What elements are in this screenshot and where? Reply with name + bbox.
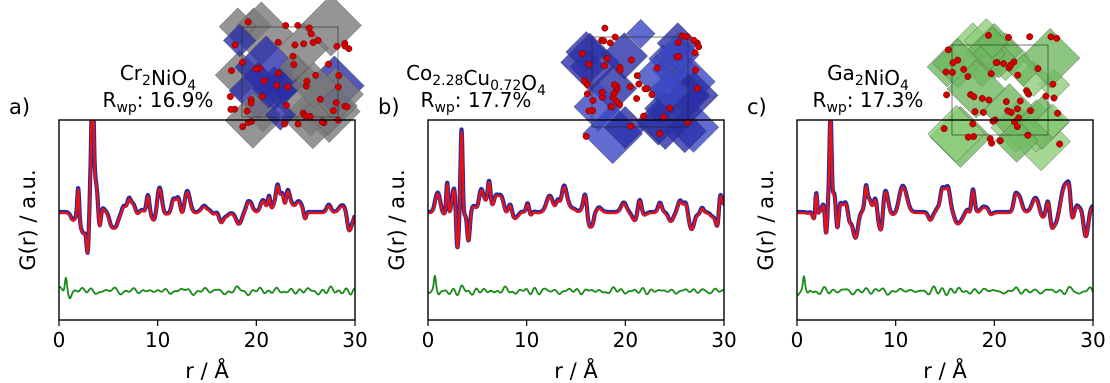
- x-axis-label: r / Å: [185, 357, 229, 383]
- x-tick-label: 10: [145, 328, 170, 352]
- rwp-value: Rwp: 17.3%: [813, 88, 924, 116]
- x-tick-label: 30: [711, 328, 736, 352]
- compound-formula: Ga2NiO4: [827, 61, 909, 94]
- series-difference-line: [428, 274, 724, 297]
- panel-label: c): [747, 95, 767, 119]
- x-tick-label: 20: [613, 328, 638, 352]
- x-tick-label: 10: [883, 328, 908, 352]
- y-axis-label: G(r) / a.u.: [385, 169, 409, 270]
- x-tick-label: 30: [342, 328, 367, 352]
- structure-inset: [926, 18, 1081, 172]
- series-fit-line: [797, 120, 1093, 240]
- structure-inset: [560, 18, 720, 165]
- x-axis-label: r / Å: [554, 357, 598, 383]
- panel-label: a): [9, 95, 30, 119]
- panel-2: 0 10 20 30 r / Å G(r) / a.u. b)Co2.28Cu0.72O4R…: [378, 18, 737, 383]
- axes-frame: [796, 119, 1094, 321]
- panel-label: b): [378, 95, 400, 119]
- x-tick-label: 20: [244, 328, 269, 352]
- rwp-value: Rwp: 16.9%: [103, 88, 214, 116]
- x-tick-label: 0: [791, 328, 804, 352]
- x-tick-label: 10: [514, 328, 539, 352]
- x-axis-label: r / Å: [923, 357, 967, 383]
- rwp-value: Rwp: 17.7%: [421, 88, 532, 116]
- x-tick-label: 30: [1080, 328, 1105, 352]
- compound-formula: Cr2NiO4: [120, 61, 196, 94]
- y-axis-label: G(r) / a.u.: [754, 169, 778, 270]
- x-tick-label: 0: [422, 328, 435, 352]
- axes-frame: [427, 119, 725, 321]
- axes-frame: [58, 119, 356, 321]
- series-fit-line: [428, 131, 724, 249]
- series-difference-line: [59, 276, 355, 300]
- structure-inset: [214, 0, 365, 150]
- series-difference-line: [797, 275, 1093, 297]
- x-tick-label: 20: [982, 328, 1007, 352]
- compound-formula: Co2.28Cu0.72O4: [406, 61, 546, 99]
- y-axis-label: G(r) / a.u.: [16, 169, 40, 270]
- series-fit-line: [59, 120, 355, 255]
- x-tick-label: 0: [53, 328, 66, 352]
